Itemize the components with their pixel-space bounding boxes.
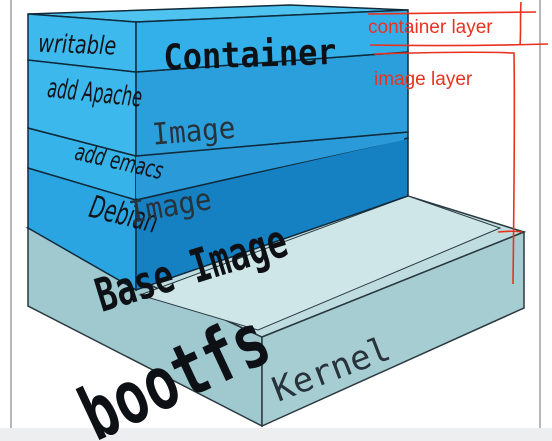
annotations: container layer image layer (367, 1, 549, 285)
image-layer-annotation: image layer (374, 69, 473, 90)
container-label: Container (163, 31, 337, 78)
apache-image-label: Image (151, 110, 237, 152)
kernel-front-face (261, 230, 525, 428)
bottom-strip (0, 428, 552, 441)
container-bracket (367, 1, 549, 47)
container-layer-annotation: container layer (368, 17, 493, 38)
apache-image-layer: add Apache Image (27, 51, 409, 157)
writable-label: writable (38, 29, 117, 61)
bootfs-top-face (138, 195, 502, 331)
container-layer: writable Container (27, 4, 409, 78)
emacs-front-face-fill (136, 134, 404, 198)
image-bracket (373, 51, 523, 285)
container-front-face (135, 9, 409, 73)
